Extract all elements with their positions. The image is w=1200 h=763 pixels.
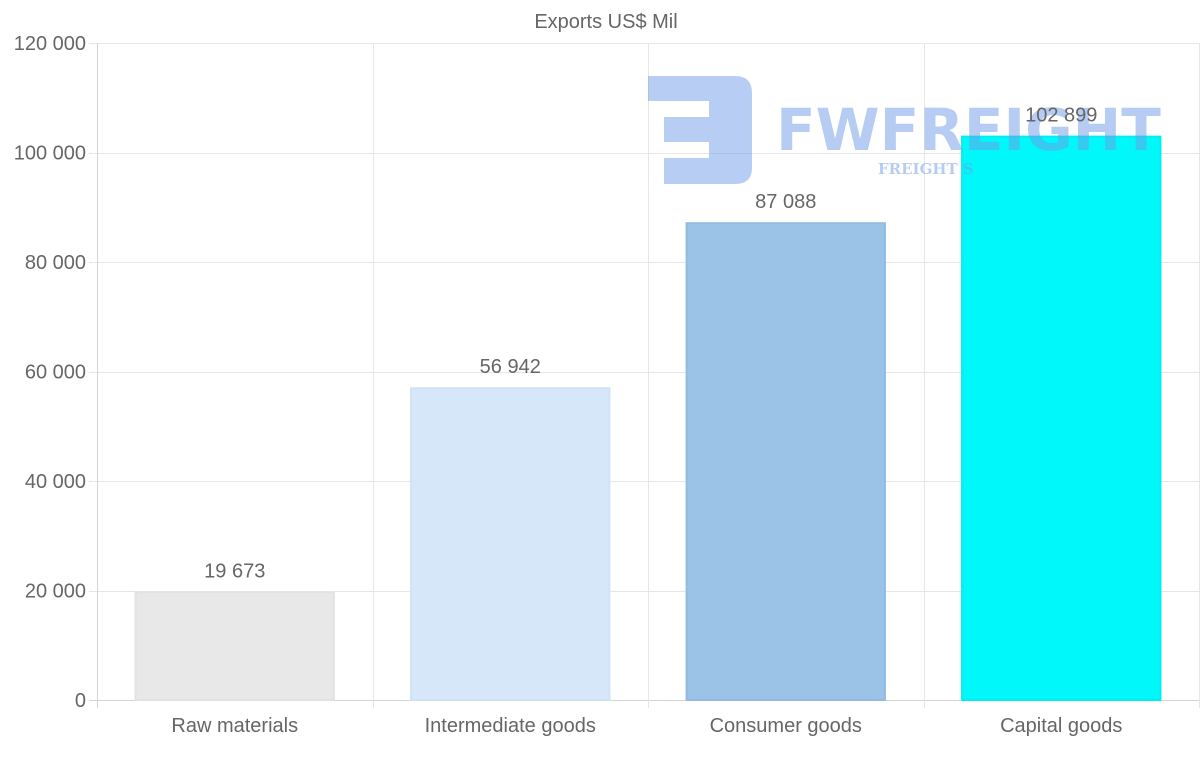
- data-label: 87 088: [755, 191, 816, 213]
- y-tick-label: 120 000: [14, 33, 86, 55]
- x-axis: Raw materials Intermediate goods Consumer …: [171, 715, 1122, 737]
- y-tick-label: 0: [75, 690, 86, 712]
- y-axis: 0 20 000 40 000 60 000 80 000 100 000 120 000: [14, 33, 86, 712]
- x-tick-label: Raw materials: [171, 715, 298, 737]
- data-labels: 19 673 56 942 87 088 102 899: [204, 105, 1097, 583]
- x-tick-label: Capital goods: [1000, 715, 1122, 737]
- bar-capital-goods[interactable]: [961, 135, 1162, 701]
- y-tick-label: 80 000: [25, 252, 86, 274]
- bar-intermediate-goods[interactable]: [410, 387, 611, 701]
- bar-consumer-goods[interactable]: [685, 222, 886, 701]
- watermark: FWFREIGHT FREIGHT S: [648, 76, 1161, 184]
- watermark-brand: FWFREIGHT: [776, 96, 1161, 164]
- x-tick-label: Consumer goods: [710, 715, 862, 737]
- watermark-tagline: FREIGHT S: [878, 160, 974, 178]
- bar-series: [134, 135, 1162, 702]
- fwfreight-logo-icon: [648, 76, 752, 184]
- y-tick-label: 20 000: [25, 581, 86, 603]
- x-tick-label: Intermediate goods: [425, 715, 596, 737]
- y-tick-label: 40 000: [25, 471, 86, 493]
- data-label: 102 899: [1025, 105, 1097, 127]
- data-label: 56 942: [480, 356, 541, 378]
- y-tick-label: 100 000: [14, 143, 86, 165]
- chart-title: Exports US$ Mil: [534, 11, 677, 33]
- data-label: 19 673: [204, 560, 265, 582]
- y-tick-label: 60 000: [25, 362, 86, 384]
- bar-raw-materials[interactable]: [134, 591, 335, 702]
